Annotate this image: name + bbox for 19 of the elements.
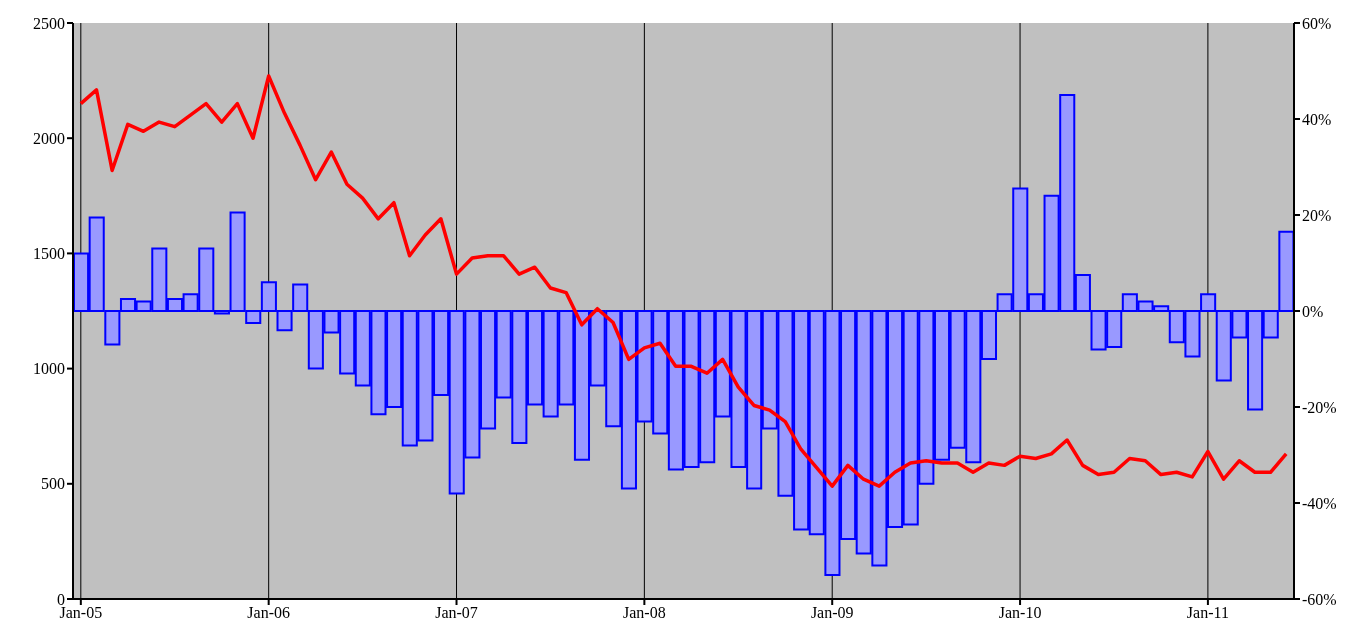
y2-tick-label: 20%: [1302, 206, 1332, 224]
x-tick-label: Jan-08: [623, 604, 666, 622]
y2-tick-label: 40%: [1302, 110, 1332, 128]
line-series: [79, 74, 1288, 488]
y-tick-label: 500: [41, 475, 65, 493]
y2-tick-label: -40%: [1302, 494, 1337, 512]
y2-tick-label: 0%: [1302, 302, 1324, 320]
y-tick-label: 1000: [33, 360, 65, 378]
y-tick-label: 2500: [33, 14, 65, 32]
x-tick-label: Jan-07: [435, 604, 478, 622]
y2-tick-label: 60%: [1302, 14, 1332, 32]
y-tick-label: 2000: [33, 129, 65, 147]
x-tick-label: Jan-06: [247, 604, 290, 622]
x-tick-label: Jan-10: [998, 604, 1042, 622]
y2-tick-label: -20%: [1302, 398, 1337, 416]
y2-tick-label: -60%: [1302, 590, 1337, 608]
y-tick-label: 1500: [33, 245, 65, 263]
x-tick-label: Jan-11: [1186, 604, 1229, 622]
x-tick-label: Jan-09: [810, 604, 854, 622]
